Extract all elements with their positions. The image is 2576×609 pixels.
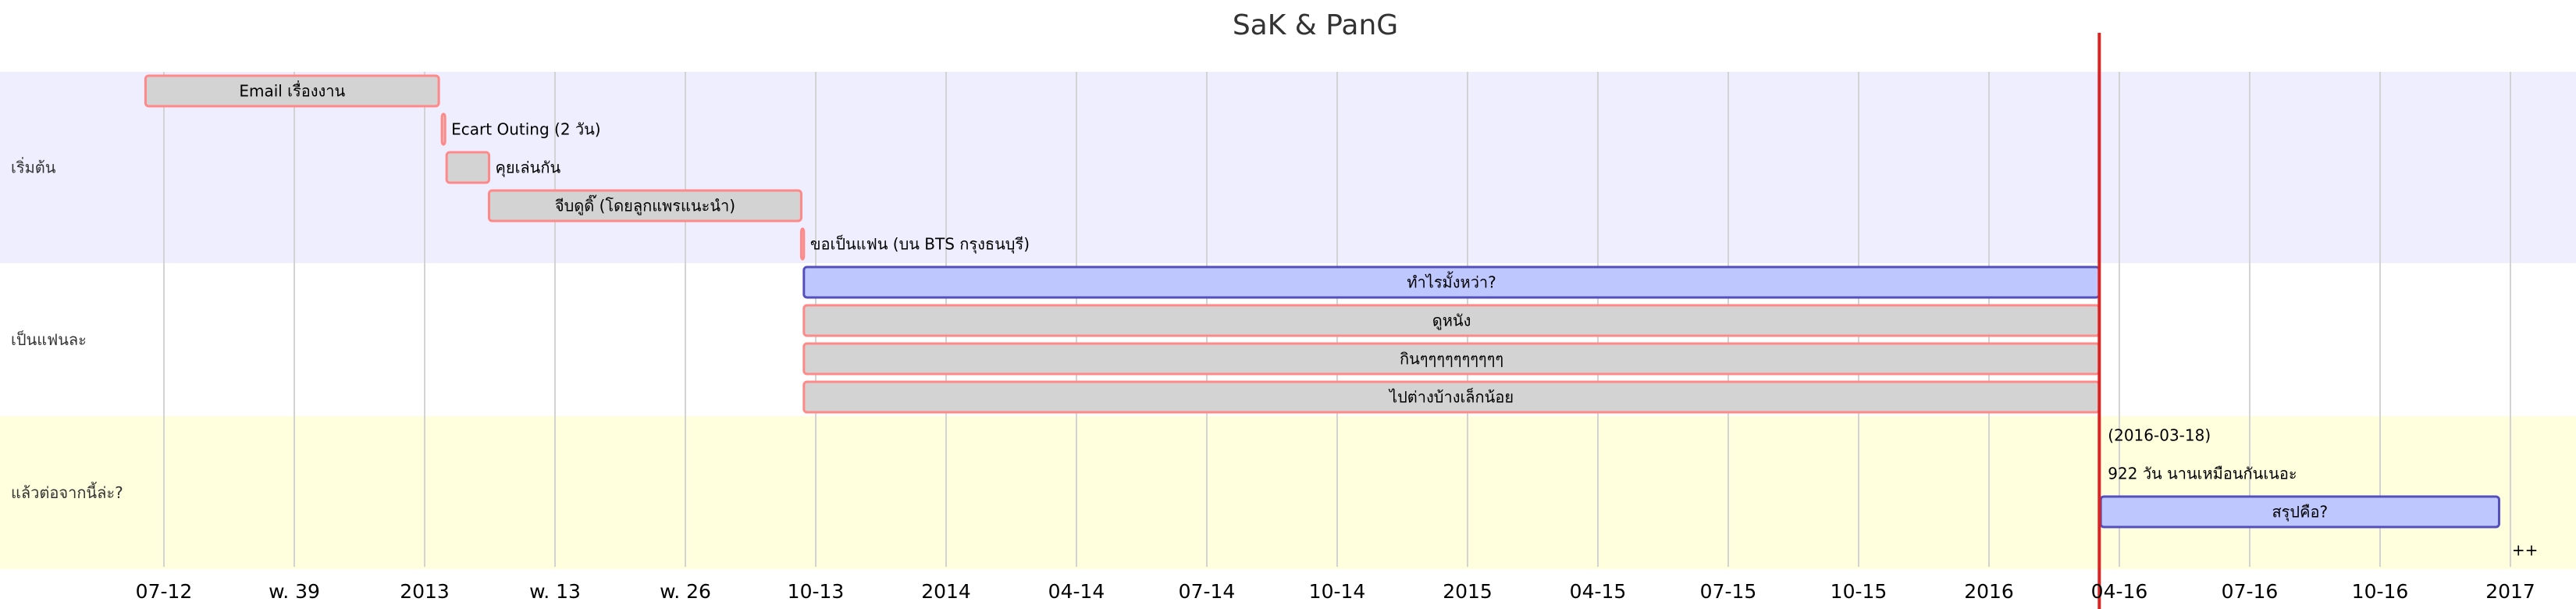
section-band: [0, 416, 2576, 569]
x-tick-label: 2015: [1443, 580, 1493, 603]
x-tick-label: 10-14: [1309, 580, 1366, 603]
section-bands: [0, 72, 2576, 569]
tasks: Email เรื่องงาน Ecart Outing (2 วัน) คุยเล…: [144, 74, 2539, 560]
x-tick-label: 07-14: [1179, 580, 1236, 603]
task-label: จีบดูดิ๊ (โดยลูกแพรแนะนำ): [555, 194, 735, 216]
task-bar: [440, 112, 447, 146]
x-tick-label: 10-15: [1831, 580, 1888, 603]
x-axis-ticks: 07-12 w. 39 2013 w. 13 w. 26 10-13 2014 04-14 07…: [136, 580, 2535, 603]
task-bar: [445, 151, 490, 184]
section-label: แล้วต่อจากนี้ล่ะ?: [11, 482, 123, 502]
task-label: ดูหนัง: [1432, 312, 1471, 331]
x-tick-label: 2014: [921, 580, 971, 603]
task-label: ไปต่างบ้างเล็กน้อย: [1388, 387, 1514, 407]
task-label: Email เรื่องงาน: [239, 80, 345, 101]
task-label: สรุปคือ?: [2272, 503, 2328, 522]
task-label: 922 วัน นานเหมือนกันเนอะ: [2108, 465, 2297, 483]
x-tick-label: w. 13: [529, 580, 581, 603]
x-tick-label: w. 26: [660, 580, 711, 603]
x-tick-label: 07-12: [136, 580, 193, 603]
task-label: ขอเป็นแฟน (บน BTS กรุงธนบุรี): [810, 234, 1030, 255]
x-tick-label: w. 39: [269, 580, 320, 603]
section-label: เริ่มต้น: [11, 157, 56, 177]
task-label: (2016-03-18): [2108, 426, 2211, 445]
task-bar: [487, 189, 802, 223]
x-tick-label: 10-13: [788, 580, 845, 603]
chart-title: SaK & PanG: [1233, 9, 1398, 41]
x-tick-label: 2013: [400, 580, 450, 603]
task-bar: [144, 74, 440, 108]
task-label: ++: [2512, 541, 2539, 560]
x-tick-label: 2016: [1964, 580, 2014, 603]
task-label: คุยเล่นกัน: [495, 158, 560, 178]
x-tick-label: 2017: [2485, 580, 2535, 603]
x-tick-label: 10-16: [2352, 580, 2409, 603]
task-label: กินๆๆๆๆๆๆๆๆๆๆ: [1400, 350, 1503, 369]
x-tick-label: 07-15: [1700, 580, 1757, 603]
x-tick-label: 04-16: [2091, 580, 2148, 603]
x-tick-label: 04-14: [1048, 580, 1105, 603]
x-tick-label: 07-16: [2222, 580, 2279, 603]
task-label: ทำไรมั้งหว่า?: [1407, 272, 1496, 292]
task-label: Ecart Outing (2 วัน): [451, 120, 600, 139]
x-tick-label: 04-15: [1570, 580, 1627, 603]
section-label: เป็นแฟนละ: [11, 329, 87, 349]
task-bar: [799, 227, 806, 261]
